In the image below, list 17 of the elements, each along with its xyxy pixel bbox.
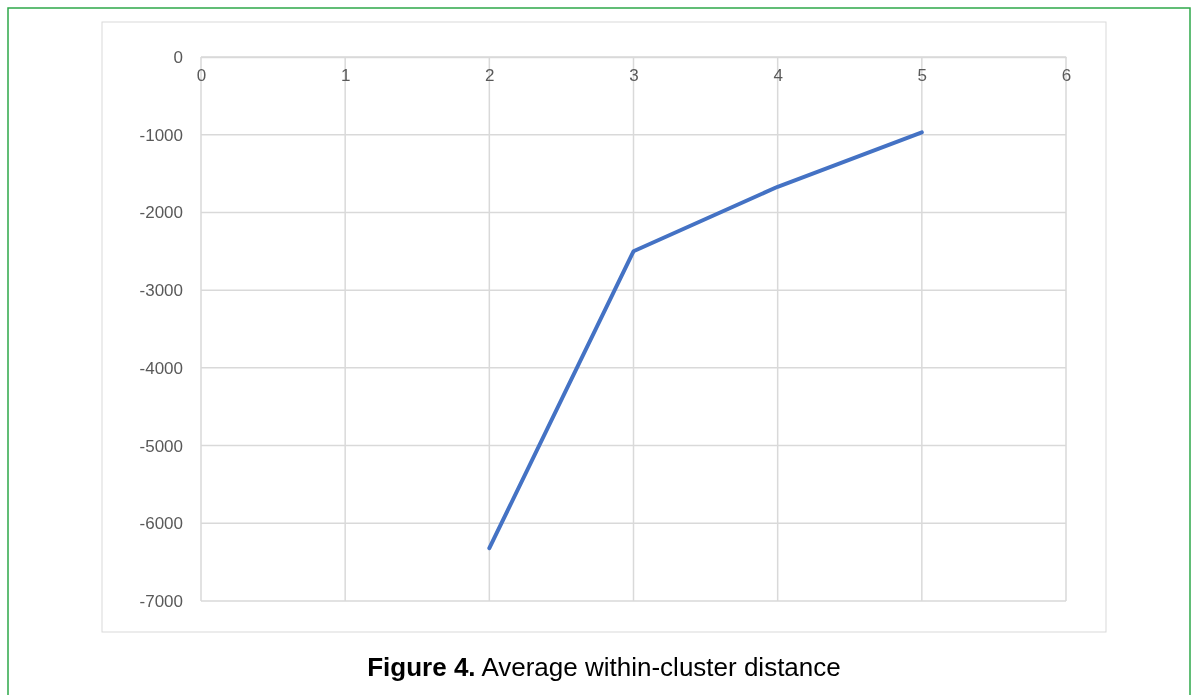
y-tick-label: -6000 [139, 514, 183, 534]
y-tick-label: -7000 [139, 591, 183, 611]
y-tick-label: -4000 [139, 358, 183, 378]
x-tick-label: 4 [773, 66, 783, 86]
text: Figure 4. Average within-cluster distance [367, 652, 841, 682]
y-tick-label: 0 [173, 47, 183, 67]
x-tick-label: 1 [340, 66, 351, 86]
x-tick-label: 6 [1061, 66, 1072, 86]
y-tick-label: -5000 [139, 436, 183, 456]
x-tick-label: 5 [917, 66, 928, 86]
y-tick-label: -1000 [139, 125, 183, 145]
x-tick-label: 2 [485, 66, 495, 86]
x-tick-label: 3 [629, 66, 639, 86]
x-tick-label: 0 [196, 66, 207, 86]
line-series [487, 130, 924, 551]
y-tick-label: -2000 [139, 203, 183, 223]
y-tick-label: -3000 [139, 281, 183, 301]
